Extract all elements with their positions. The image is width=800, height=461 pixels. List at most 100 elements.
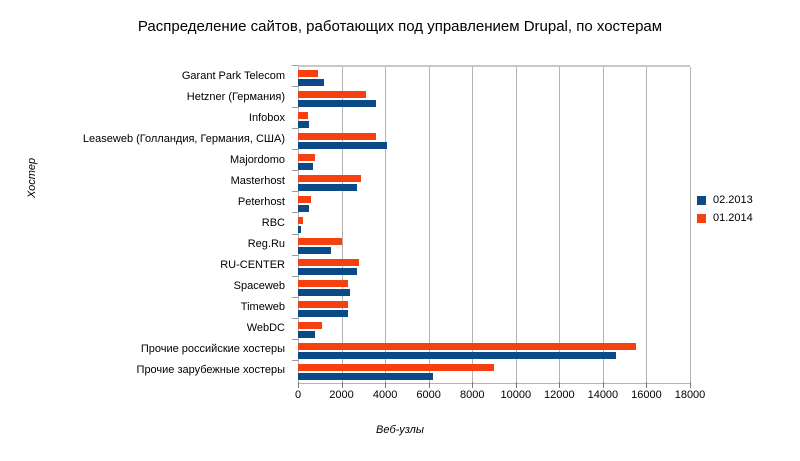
bar-01-2014 — [298, 238, 342, 246]
x-tick-label: 0 — [294, 389, 302, 401]
y-tick-mark — [292, 359, 298, 361]
x-tick-mark — [690, 382, 691, 388]
y-tick-mark — [292, 65, 298, 66]
bar-01-2014 — [298, 174, 362, 182]
y-tick-mark — [292, 170, 298, 172]
y-axis-tick-marks — [292, 65, 298, 381]
bar-02-2013 — [298, 162, 314, 170]
bar-02-2013 — [298, 225, 302, 233]
bar-02-2013 — [298, 373, 434, 381]
x-tick-label: 12000 — [544, 389, 575, 401]
bar-02-2013 — [298, 183, 357, 191]
y-tick-cell — [292, 359, 298, 381]
legend-label: 01.2014 — [713, 212, 753, 224]
y-tick-cell — [292, 191, 298, 212]
legend-color-swatch — [697, 213, 706, 223]
bar-group — [298, 257, 690, 278]
y-axis-category-label: Peterhost — [237, 195, 285, 208]
x-tick-mark — [428, 382, 430, 388]
bar-02-2013 — [298, 247, 331, 255]
x-tick-mark — [559, 382, 561, 388]
x-tick-label: 10000 — [500, 389, 532, 401]
legend-item[interactable]: 02.2013 — [697, 192, 753, 208]
bar-group — [298, 362, 690, 383]
x-tick-label: 8000 — [459, 389, 485, 401]
x-tick-mark — [298, 382, 299, 388]
x-tick-label: 18000 — [674, 389, 706, 401]
bar-group — [298, 320, 690, 341]
y-tick-cell — [292, 296, 298, 318]
bar-group — [298, 193, 690, 214]
y-axis-category-label: Spaceweb — [233, 280, 285, 293]
bar-group — [298, 151, 690, 172]
y-tick-mark — [292, 233, 298, 235]
y-tick-cell — [292, 275, 298, 297]
legend-item[interactable]: 01.2014 — [697, 210, 753, 226]
y-axis-category-label: RBC — [261, 216, 285, 229]
y-axis-category-label: Hetzner (Германия) — [186, 90, 285, 103]
bar-02-2013 — [298, 204, 309, 212]
y-tick-mark — [292, 212, 298, 214]
bar-group — [298, 109, 690, 130]
y-tick-mark — [292, 191, 298, 193]
bar-group — [298, 130, 690, 151]
bar-group — [298, 88, 690, 109]
x-axis-ticks: 0 2000 4000 6000 8000 10000 12000 14000 16000 180… — [295, 382, 705, 401]
y-axis-category-label: WebDC — [246, 322, 285, 335]
bar-02-2013 — [298, 120, 309, 128]
bar-01-2014 — [298, 322, 322, 330]
bar-rows — [298, 67, 690, 383]
bar-group — [298, 299, 690, 320]
x-tick-label: 4000 — [372, 389, 398, 401]
bar-group — [298, 341, 690, 362]
bar-02-2013 — [298, 331, 316, 339]
x-tick-label: 2000 — [329, 389, 354, 401]
y-tick-cell — [292, 128, 298, 149]
y-axis-category-label: Reg.Ru — [247, 238, 285, 251]
bar-02-2013 — [298, 352, 616, 360]
y-axis-category-label: Majordomo — [229, 153, 285, 166]
y-axis-category-label: Прочие российские хостеры — [140, 343, 285, 356]
x-tick-label: 6000 — [416, 389, 441, 401]
bar-02-2013 — [298, 99, 377, 107]
y-tick-cell — [292, 338, 298, 360]
bar-01-2014 — [298, 259, 359, 267]
x-tick-mark — [385, 382, 387, 388]
chart-title: Распределение сайтов, работающих под упр… — [137, 18, 663, 35]
bar-group — [298, 278, 690, 299]
y-axis-category-label: Masterhost — [230, 174, 285, 187]
bar-01-2014 — [298, 364, 494, 372]
bar-01-2014 — [298, 90, 366, 98]
x-tick-mark — [602, 382, 604, 388]
y-tick-cell — [292, 170, 298, 191]
y-axis-category-label: Garant Park Telecom — [181, 69, 285, 82]
bar-group — [298, 172, 690, 193]
x-tick-mark — [472, 382, 474, 388]
x-tick-label: 14000 — [587, 389, 619, 401]
y-tick-cell — [292, 86, 298, 107]
bar-02-2013 — [298, 310, 349, 318]
y-tick-cell — [292, 65, 298, 86]
x-tick-mark — [515, 382, 517, 388]
x-tick-mark — [341, 382, 343, 388]
x-axis-title: Веб-узлы — [376, 424, 424, 436]
y-tick-cell — [292, 212, 298, 233]
bar-02-2013 — [298, 78, 325, 86]
legend-color-swatch — [697, 195, 706, 205]
bar-group — [298, 67, 690, 88]
y-axis-category-labels: Garant Park Telecom Hetzner (Германия) Inf… — [40, 65, 292, 381]
y-tick-cell — [292, 149, 298, 170]
y-axis-category-label: RU-CENTER — [220, 259, 285, 272]
gridline — [690, 67, 691, 383]
y-tick-mark — [292, 275, 298, 277]
y-tick-cell — [292, 233, 298, 255]
bar-01-2014 — [298, 153, 316, 161]
bar-group — [298, 214, 690, 235]
bar-02-2013 — [298, 141, 388, 149]
bar-01-2014 — [298, 69, 318, 77]
bar-01-2014 — [298, 111, 308, 119]
bar-01-2014 — [298, 216, 304, 224]
y-tick-mark — [292, 107, 298, 109]
y-axis-title: Хостер — [26, 157, 38, 198]
